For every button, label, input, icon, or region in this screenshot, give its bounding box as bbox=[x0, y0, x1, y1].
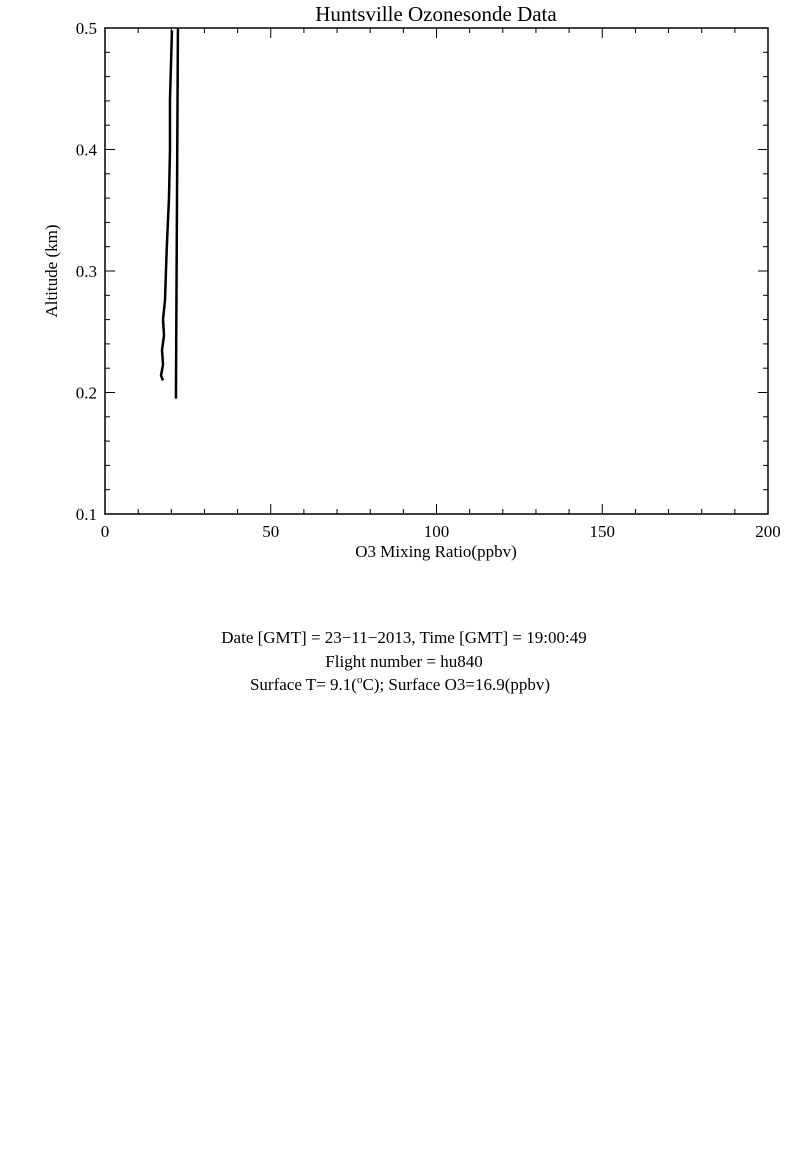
y-tick-label: 0.3 bbox=[76, 262, 97, 281]
footer-part: o bbox=[357, 674, 363, 686]
y-tick-label: 0.4 bbox=[76, 141, 98, 160]
footer-part: C); Surface O3=16.9(ppbv) bbox=[362, 675, 550, 694]
profile-line bbox=[174, 27, 180, 399]
x-axis-label: O3 Mixing Ratio(ppbv) bbox=[355, 542, 517, 561]
x-tick-label: 100 bbox=[424, 522, 450, 541]
y-tick-label: 0.2 bbox=[76, 384, 97, 403]
y-axis-label: Altitude (km) bbox=[42, 224, 61, 317]
profile-line bbox=[159, 30, 174, 381]
y-tick-label: 0.5 bbox=[76, 19, 97, 38]
y-tick-label: 0.1 bbox=[76, 505, 97, 524]
plot-frame bbox=[104, 27, 769, 515]
x-tick-label: 0 bbox=[101, 522, 110, 541]
footer-line: Surface T= 9.1(oC); Surface O3=16.9(ppbv… bbox=[250, 674, 550, 694]
chart-title: Huntsville Ozonesonde Data bbox=[315, 2, 557, 26]
footer-line: Flight number = hu840 bbox=[325, 652, 482, 671]
footer-line: Date [GMT] = 23−11−2013, Time [GMT] = 19… bbox=[221, 628, 586, 647]
x-tick-label: 50 bbox=[262, 522, 279, 541]
x-tick-label: 200 bbox=[755, 522, 781, 541]
footer-part: Surface T= 9.1( bbox=[250, 675, 357, 694]
x-tick-label: 150 bbox=[590, 522, 616, 541]
